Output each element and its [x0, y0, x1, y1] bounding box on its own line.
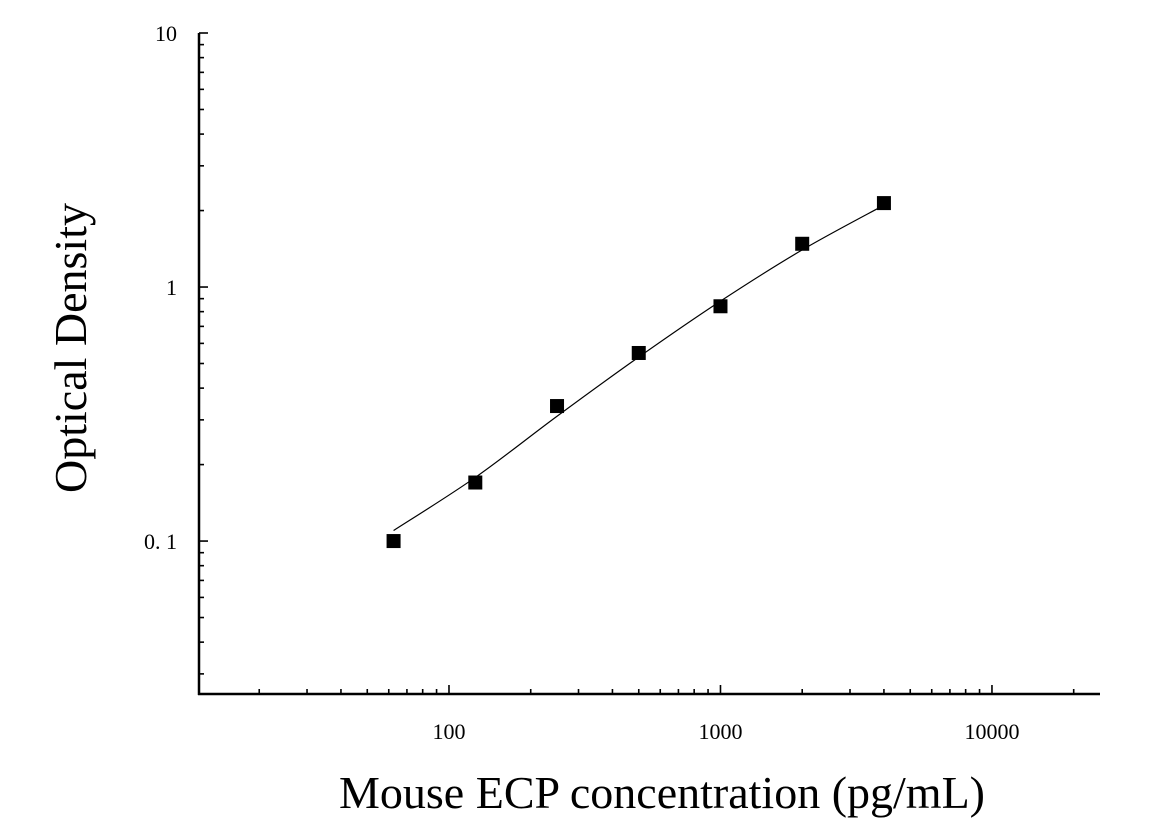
data-point	[631, 345, 646, 360]
data-point	[713, 299, 728, 314]
data-point	[795, 236, 810, 251]
y-axis-ticks	[199, 32, 208, 675]
data-point	[386, 534, 401, 549]
y-axis-title: Optical Density	[45, 203, 96, 493]
data-point	[876, 196, 891, 211]
data-points	[386, 196, 891, 549]
y-tick-label: 1	[166, 275, 177, 300]
y-tick-label: 10	[155, 21, 177, 46]
x-axis-title: Mouse ECP concentration (pg/mL)	[339, 767, 985, 818]
x-tick-label: 1000	[698, 719, 742, 744]
data-point	[550, 399, 565, 414]
y-tick-labels: 0. 1 1 10	[144, 21, 177, 554]
x-tick-labels: 100 1000 10000	[432, 719, 1019, 744]
x-tick-label: 10000	[964, 719, 1019, 744]
y-tick-label: 0. 1	[144, 529, 177, 554]
x-tick-label: 100	[432, 719, 465, 744]
data-point	[468, 475, 483, 490]
x-axis-ticks	[258, 685, 1075, 694]
fit-curve	[393, 204, 885, 532]
